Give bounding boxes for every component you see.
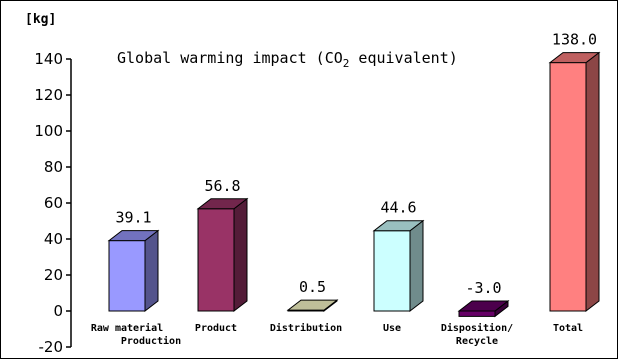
category-label: Raw material [91, 322, 163, 334]
y-tick-label: 40 [44, 230, 63, 248]
bar-top-face [107, 230, 160, 242]
bar-value-label: -3.0 [465, 279, 501, 297]
bar-value-label: 0.5 [299, 278, 326, 296]
bar-front-face [458, 310, 496, 317]
bar-value-label: 138.0 [552, 31, 597, 49]
category-label: Recycle [456, 336, 498, 347]
bar-value-label: 44.6 [380, 199, 416, 217]
bar-side-face [409, 219, 424, 313]
chart-title: Global warming impact (CO2 equivalent) [117, 49, 458, 70]
category-label: Disposition/ [441, 322, 513, 334]
category-label: Product [195, 323, 237, 334]
category-label: Distribution [270, 322, 342, 334]
bar-top-face [548, 52, 601, 64]
chart-title-subscript: 2 [343, 57, 350, 70]
y-tick-label: 80 [44, 158, 63, 176]
bar-side-face [144, 229, 159, 313]
y-tick-label: 100 [34, 122, 63, 140]
bar-front-face [108, 240, 146, 312]
bar-value-label: 39.1 [115, 209, 151, 227]
bar-1: 56.8 [196, 177, 249, 313]
bar-4: -3.0 [457, 279, 510, 318]
y-tick-label: -20 [39, 338, 64, 356]
bar-side-face [233, 197, 248, 313]
bar-top-face [286, 299, 339, 311]
y-tick-label: 140 [34, 50, 63, 68]
bar-top-face [372, 220, 425, 232]
bar-3: 44.6 [372, 199, 425, 313]
category-label: Use [383, 323, 401, 334]
bar-side-face [585, 51, 600, 313]
y-tick-label: 0 [53, 302, 63, 320]
bar-5: 138.0 [548, 31, 601, 313]
chart-title-main: Global warming impact (CO [117, 49, 343, 67]
category-label: Total [553, 323, 583, 334]
category-label: Production [121, 335, 181, 347]
bar-top-face [457, 300, 510, 312]
y-unit-label: [kg] [25, 12, 56, 27]
bar-top-face [196, 198, 249, 210]
bar-2: 0.5 [286, 278, 339, 313]
bars: 39.1 56.8 0.5 44.6 -3.0 138.0 [107, 31, 601, 318]
bar-value-label: 56.8 [204, 177, 240, 195]
bar-front-face [549, 62, 587, 312]
chart-title-tail: equivalent) [349, 49, 457, 67]
bar-front-face [197, 208, 235, 312]
bar-front-face [373, 230, 411, 312]
bar-0: 39.1 [107, 209, 160, 313]
y-axis: -20 0 20 40 60 80 100 120 140 [34, 50, 72, 356]
y-tick-label: 120 [34, 86, 63, 104]
y-tick-label: 20 [44, 266, 63, 284]
y-tick-label: 60 [44, 194, 63, 212]
